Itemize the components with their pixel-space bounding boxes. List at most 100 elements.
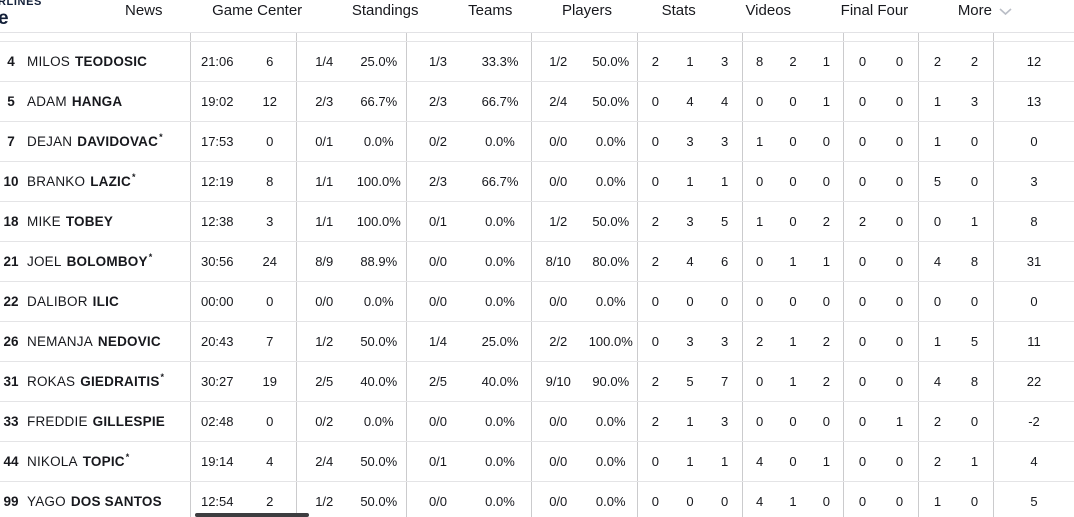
starter-asterisk: * <box>159 132 163 142</box>
two-point-cell: 2/4 50.0% <box>296 442 406 481</box>
min-pts-cell: 19:14 4 <box>190 442 296 481</box>
2fg-pct: 25.0% <box>360 54 398 69</box>
player-cell[interactable]: 10 BRANKO LAZIC* <box>0 162 190 201</box>
player-row[interactable]: 4 MILOS TEODOSIC 21:06 6 1/4 25.0% 1/3 33.3% 1/2 5… <box>0 41 1074 81</box>
3fg-made-att: 0/0 <box>428 494 448 509</box>
table-header-sliver <box>0 33 1074 41</box>
min-pts-cell: 21:06 6 <box>190 42 296 81</box>
pir-cell: 11 <box>993 322 1074 361</box>
ft-pct: 0.0% <box>595 454 626 469</box>
nav-item-news[interactable]: News <box>125 1 163 20</box>
free-throw-cell: 8/10 80.0% <box>531 242 637 281</box>
minutes: 30:56 <box>200 254 234 269</box>
minutes: 20:43 <box>200 334 234 349</box>
ft-made-att: 0/0 <box>549 414 568 429</box>
3fg-pct: 66.7% <box>481 94 519 109</box>
player-cell[interactable]: 33 FREDDIE GILLESPIE <box>0 402 190 441</box>
points: 4 <box>266 454 274 469</box>
player-row[interactable]: 21 JOEL BOLOMBOY* 30:56 24 8/9 88.9% 0/0 0.0% 8/1… <box>0 241 1074 281</box>
rebounds-cell: 0 0 0 <box>637 482 742 517</box>
player-last-name: LAZIC* <box>90 172 136 190</box>
horizontal-scrollbar-thumb[interactable] <box>195 513 309 517</box>
3fg-pct: 0.0% <box>485 294 515 309</box>
ft-pct: 0.0% <box>595 294 626 309</box>
nav-item-videos[interactable]: Videos <box>745 1 791 20</box>
nav-item-stats[interactable]: Stats <box>662 1 696 20</box>
nav-item-final-four[interactable]: Final Four <box>841 1 909 20</box>
three-point-cell: 0/0 0.0% <box>406 402 531 441</box>
player-cell[interactable]: 22 DALIBOR ILIC <box>0 282 190 321</box>
min-pts-cell: 17:53 0 <box>190 122 296 161</box>
two-point-cell: 0/1 0.0% <box>296 122 406 161</box>
min-pts-cell: 20:43 7 <box>190 322 296 361</box>
nav-item-standings[interactable]: Standings <box>352 1 419 20</box>
player-cell[interactable]: 99 YAGO DOS SANTOS <box>0 482 190 517</box>
assists: 4 <box>756 494 764 509</box>
three-point-cell: 0/1 0.0% <box>406 442 531 481</box>
assists: 0 <box>756 374 764 389</box>
assists: 0 <box>756 414 764 429</box>
nav-item-players[interactable]: Players <box>562 1 612 20</box>
player-row[interactable]: 99 YAGO DOS SANTOS 12:54 2 1/2 50.0% 0/0 0.0% 0/0… <box>0 481 1074 517</box>
2fg-made-att: 2/5 <box>315 374 334 389</box>
player-row[interactable]: 18 MIKE TOBEY 12:38 3 1/1 100.0% 0/1 0.0% 1/2 50.0… <box>0 201 1074 241</box>
ft-made-att: 8/10 <box>545 254 571 269</box>
rebounds-total: 3 <box>721 414 729 429</box>
blocks-against: 0 <box>895 54 904 69</box>
2fg-pct: 0.0% <box>363 134 394 149</box>
pir: -2 <box>1028 414 1040 429</box>
blocks-favor: 0 <box>858 494 867 509</box>
blocks-against: 0 <box>895 134 904 149</box>
rebounds-defensive: 1 <box>686 54 694 69</box>
player-cell[interactable]: 18 MIKE TOBEY <box>0 202 190 241</box>
player-row[interactable]: 31 ROKAS GIEDRAITIS* 30:27 19 2/5 40.0% 2/5 40.0… <box>0 361 1074 401</box>
player-row[interactable]: 22 DALIBOR ILIC 00:00 0 0/0 0.0% 0/0 0.0% 0/0 0.0%… <box>0 281 1074 321</box>
rebounds-total: 3 <box>721 334 729 349</box>
player-first-name: MIKE <box>27 214 61 229</box>
player-row[interactable]: 10 BRANKO LAZIC* 12:19 8 1/1 100.0% 2/3 66.7% 0/0… <box>0 161 1074 201</box>
euroleague-logo[interactable]: RLINES e <box>0 0 42 28</box>
player-row[interactable]: 5 ADAM HANGA 19:02 12 2/3 66.7% 2/3 66.7% 2/4 50.0… <box>0 81 1074 121</box>
player-cell[interactable]: 44 NIKOLA TOPIC* <box>0 442 190 481</box>
player-first-name: DALIBOR <box>27 294 88 309</box>
blocks-against: 0 <box>895 254 904 269</box>
rebounds-total: 3 <box>721 134 729 149</box>
turnovers: 0 <box>822 414 830 429</box>
player-first-name: FREDDIE <box>27 414 88 429</box>
blocks-against: 0 <box>895 454 904 469</box>
fouls-received: 2 <box>970 54 979 69</box>
player-cell[interactable]: 21 JOEL BOLOMBOY* <box>0 242 190 281</box>
3fg-made-att: 0/1 <box>428 214 448 229</box>
nav-item-teams[interactable]: Teams <box>468 1 512 20</box>
fouls-committed: 2 <box>933 54 942 69</box>
nav-item-more[interactable]: More <box>958 1 1012 20</box>
points: 6 <box>266 54 274 69</box>
two-point-cell: 1/2 50.0% <box>296 322 406 361</box>
player-cell[interactable]: 4 MILOS TEODOSIC <box>0 42 190 81</box>
blocks-against: 0 <box>895 294 904 309</box>
player-row[interactable]: 26 NEMANJA NEDOVIC 20:43 7 1/2 50.0% 1/4 25.0% 2/… <box>0 321 1074 361</box>
turnovers: 1 <box>822 254 830 269</box>
2fg-pct: 0.0% <box>363 414 394 429</box>
two-point-cell: 1/1 100.0% <box>296 162 406 201</box>
player-cell[interactable]: 7 DEJAN DAVIDOVAC* <box>0 122 190 161</box>
blocks-favor: 0 <box>858 174 867 189</box>
3fg-made-att: 0/1 <box>428 454 448 469</box>
turnovers: 2 <box>822 214 830 229</box>
blocks-against: 1 <box>895 414 904 429</box>
boxscore-table: 4 MILOS TEODOSIC 21:06 6 1/4 25.0% 1/3 33.3% 1/2 5… <box>0 33 1074 517</box>
player-cell[interactable]: 5 ADAM HANGA <box>0 82 190 121</box>
steals: 1 <box>789 374 797 389</box>
nav-item-game-center[interactable]: Game Center <box>212 1 302 20</box>
player-cell[interactable]: 31 ROKAS GIEDRAITIS* <box>0 362 190 401</box>
three-point-cell: 0/0 0.0% <box>406 242 531 281</box>
pir-cell: 12 <box>993 42 1074 81</box>
player-row[interactable]: 33 FREDDIE GILLESPIE 02:48 0 0/2 0.0% 0/0 0.0% 0/… <box>0 401 1074 441</box>
jersey-number: 22 <box>3 294 19 309</box>
player-cell[interactable]: 26 NEMANJA NEDOVIC <box>0 322 190 361</box>
player-row[interactable]: 44 NIKOLA TOPIC* 19:14 4 2/4 50.0% 0/1 0.0% 0/0 0.… <box>0 441 1074 481</box>
rebounds-cell: 0 1 1 <box>637 442 742 481</box>
player-row[interactable]: 7 DEJAN DAVIDOVAC* 17:53 0 0/1 0.0% 0/2 0.0% 0/0 0… <box>0 121 1074 161</box>
ast-stl-tov-cell: 0 0 0 <box>742 402 843 441</box>
